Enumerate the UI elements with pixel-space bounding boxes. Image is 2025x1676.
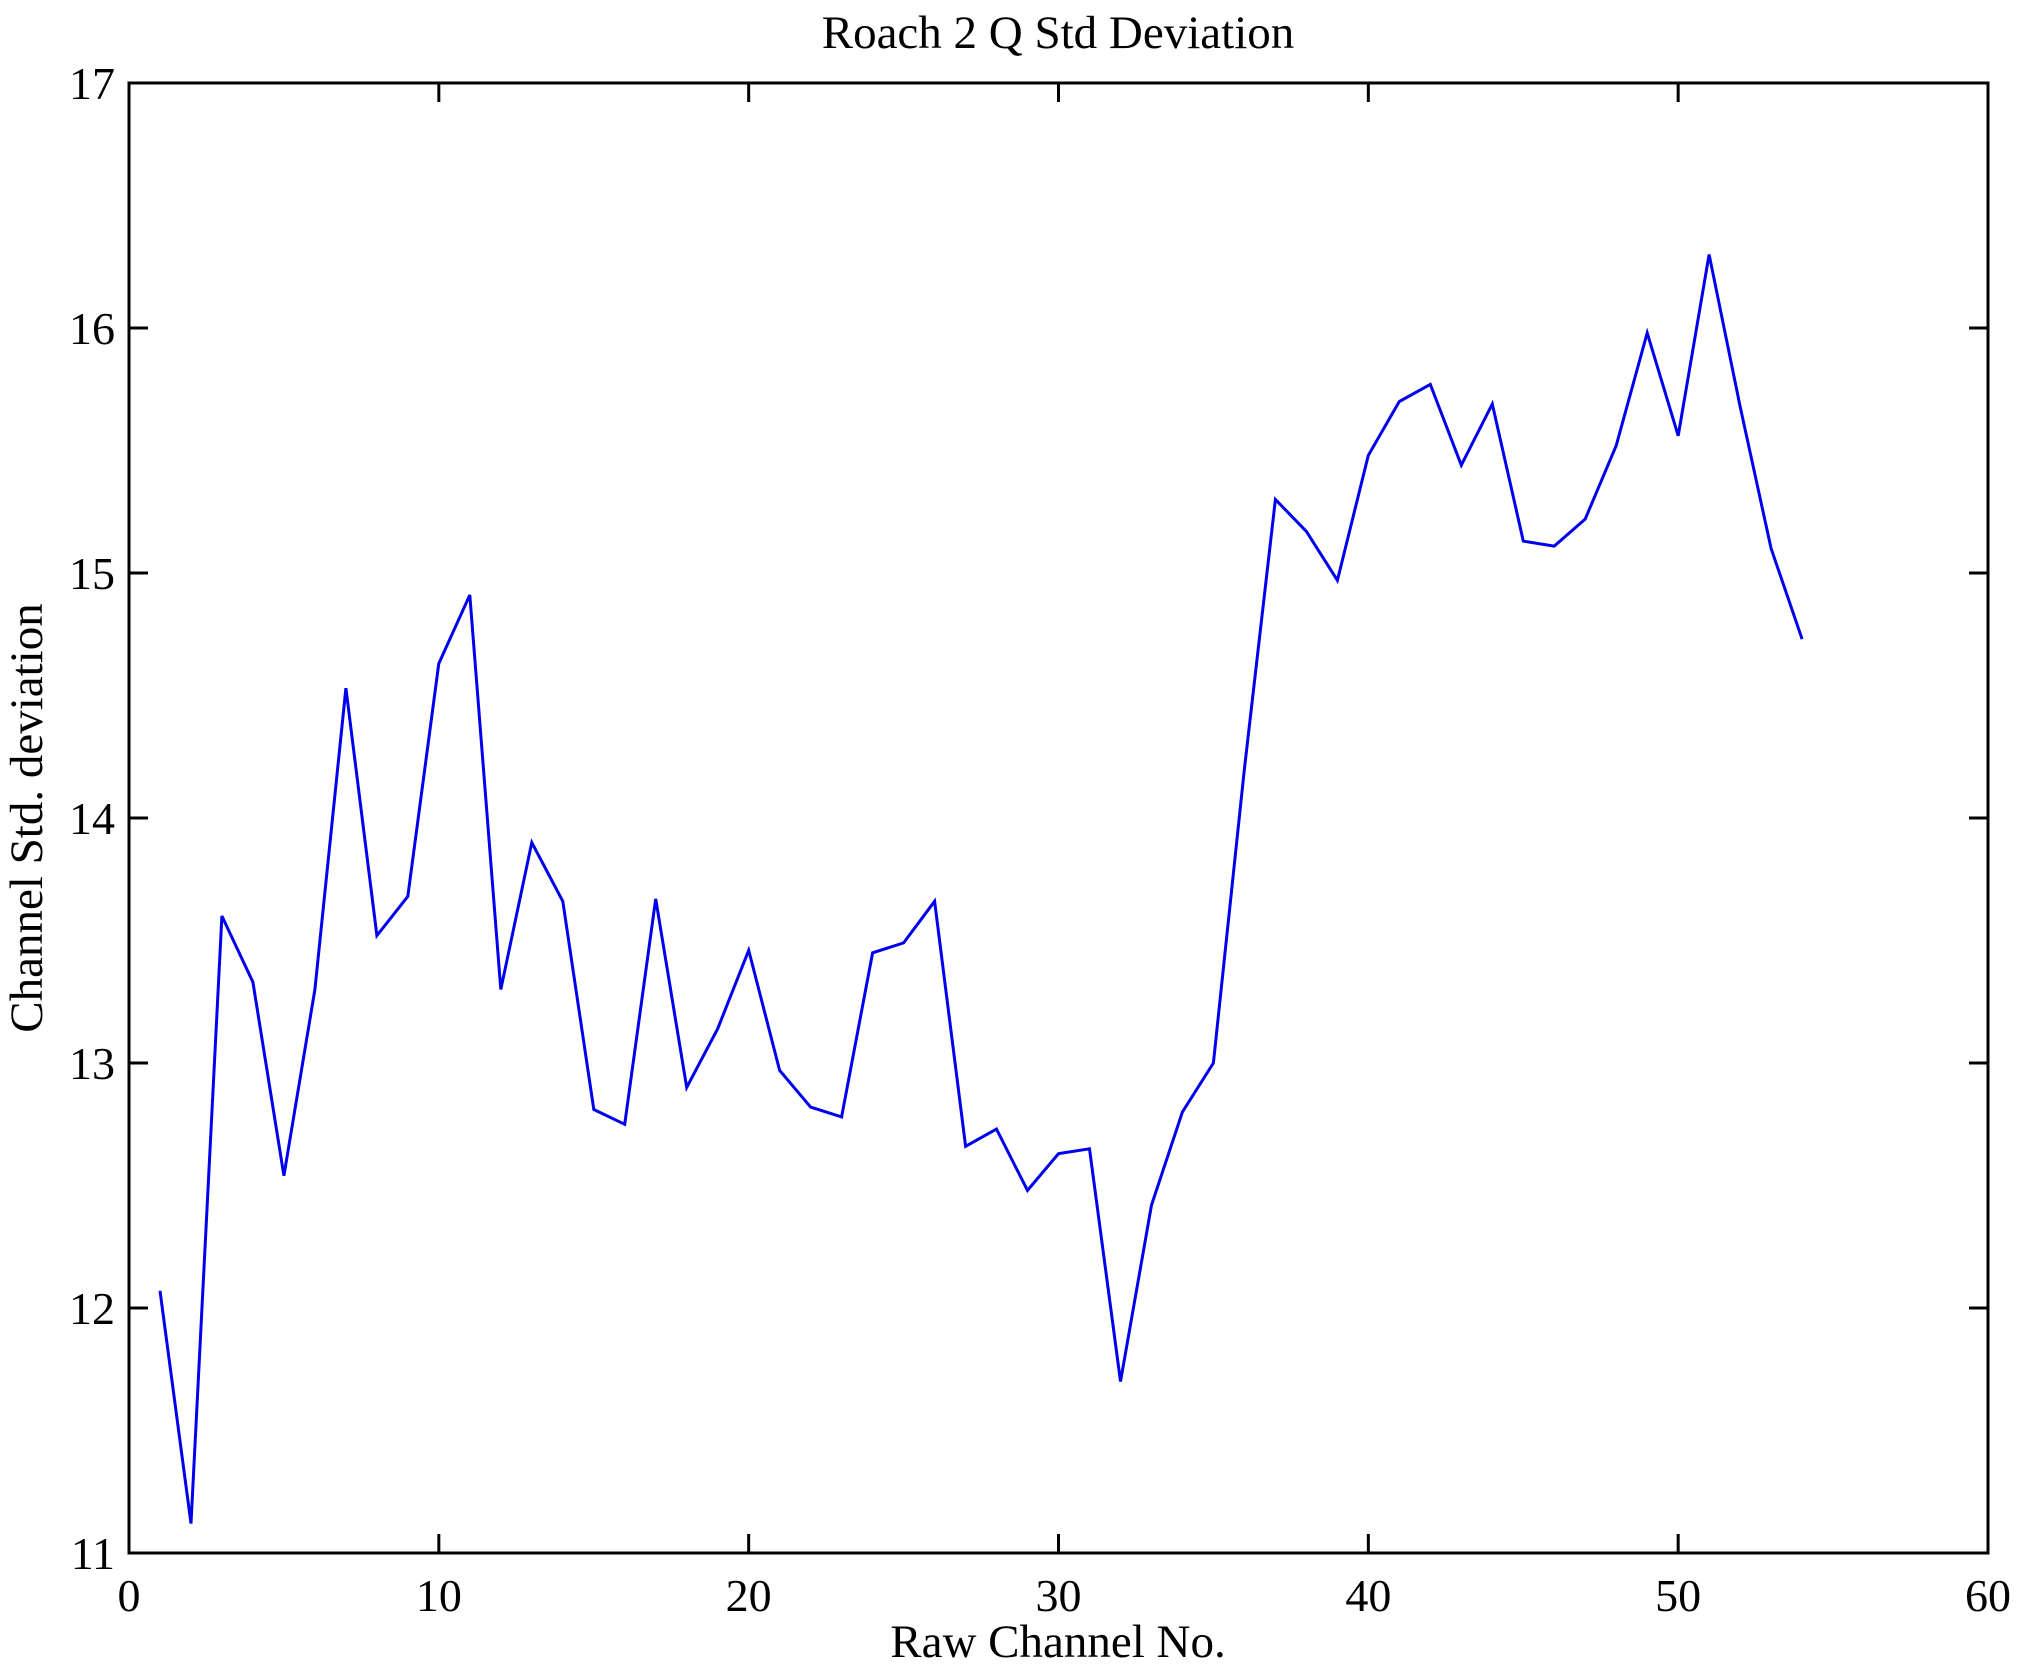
x-tick-label: 40	[1345, 1570, 1391, 1621]
chart-title: Roach 2 Q Std Deviation	[822, 7, 1295, 59]
x-tick-label: 60	[1965, 1570, 2011, 1621]
y-tick-label: 16	[69, 303, 115, 354]
x-tick-label: 50	[1655, 1570, 1701, 1621]
x-axis-label: Raw Channel No.	[890, 1616, 1225, 1668]
y-tick-label: 12	[69, 1283, 115, 1334]
y-tick-label: 14	[69, 793, 115, 844]
x-tick-label: 20	[726, 1570, 772, 1621]
y-tick-label: 11	[71, 1528, 115, 1579]
x-tick-label: 0	[118, 1570, 141, 1621]
y-tick-label: 15	[69, 548, 115, 599]
y-axis-label: Channel Std. deviation	[1, 603, 53, 1032]
y-tick-label: 17	[69, 58, 115, 109]
y-tick-label: 13	[69, 1038, 115, 1089]
x-tick-label: 10	[416, 1570, 462, 1621]
x-tick-label: 30	[1036, 1570, 1082, 1621]
plot-line	[158, 254, 1804, 1524]
axes-box	[127, 81, 1990, 1555]
